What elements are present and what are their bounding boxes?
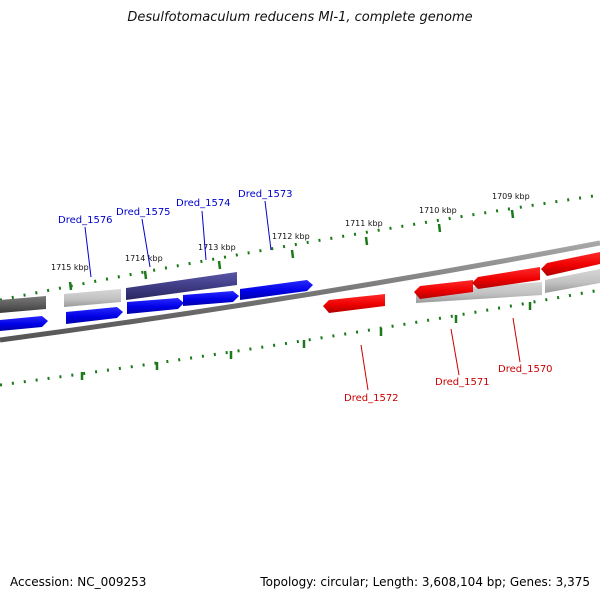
forward-genes <box>0 280 313 331</box>
feature-block[interactable] <box>0 296 46 313</box>
gene-arrow-reverse[interactable] <box>323 294 385 313</box>
gene-arrow-forward[interactable] <box>240 280 313 300</box>
reverse-genes <box>323 252 600 313</box>
tick-label: 1709 kbp <box>492 192 530 201</box>
accession-text: Accession: NC_009253 <box>10 575 147 589</box>
tick-label: 1712 kbp <box>272 232 310 241</box>
gene-arrow-reverse[interactable] <box>541 252 600 276</box>
topology-summary: Topology: circular; Length: 3,608,104 bp… <box>260 575 590 589</box>
map-title: Desulfotomaculum reducens MI-1, complete… <box>127 10 473 25</box>
feature-block[interactable] <box>64 289 121 307</box>
gene-arrow-reverse[interactable] <box>414 280 473 299</box>
gene-label[interactable]: Dred_1576 <box>58 215 113 226</box>
feature-block[interactable] <box>545 269 600 293</box>
leader-lines <box>84 200 521 391</box>
inner-tick-arc <box>0 288 600 387</box>
gene-arrow-forward[interactable] <box>183 291 239 306</box>
gene-arrow-forward[interactable] <box>0 316 48 331</box>
gene-label[interactable]: Dred_1571 <box>435 377 490 388</box>
gene-label[interactable]: Dred_1573 <box>238 189 293 200</box>
gene-label[interactable]: Dred_1575 <box>116 207 171 218</box>
gene-arrow-forward[interactable] <box>127 298 184 314</box>
tick-label: 1711 kbp <box>345 219 383 228</box>
gene-label[interactable]: Dred_1570 <box>498 364 553 375</box>
feature-block[interactable] <box>126 272 237 300</box>
backbone-outer <box>0 240 600 343</box>
gene-label[interactable]: Dred_1572 <box>344 393 399 404</box>
tick-label: 1713 kbp <box>198 243 236 252</box>
gene-arrow-forward[interactable] <box>66 307 123 324</box>
outer-tick-arc <box>0 193 600 302</box>
tick-label: 1710 kbp <box>419 206 457 215</box>
tick-label: 1714 kbp <box>125 254 163 263</box>
upper-feature-row <box>0 269 600 313</box>
gene-arrow-reverse[interactable] <box>472 267 540 289</box>
feature-block[interactable] <box>416 282 542 303</box>
tick-label: 1715 kbp <box>51 263 89 272</box>
gene-label[interactable]: Dred_1574 <box>176 198 231 209</box>
major-ticks <box>68 209 532 380</box>
